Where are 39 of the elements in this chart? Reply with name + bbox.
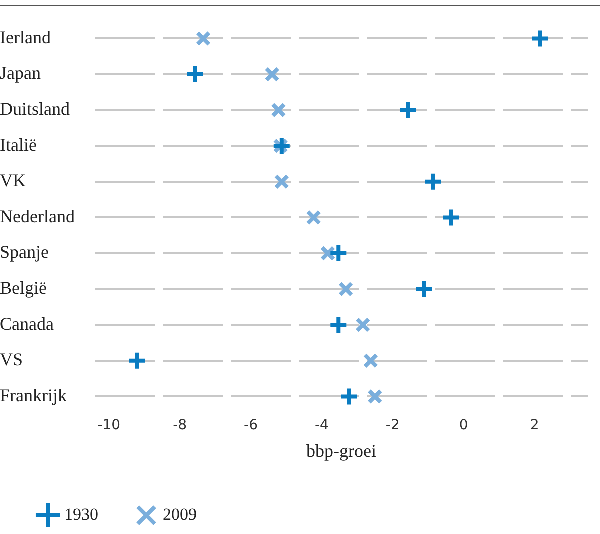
point <box>306 210 322 226</box>
y-tick-label: Japan <box>0 63 41 84</box>
point <box>264 66 280 82</box>
point <box>355 317 371 333</box>
point <box>414 279 434 300</box>
y-tick-label: België <box>0 278 47 298</box>
point <box>328 315 349 336</box>
point <box>271 102 286 118</box>
point <box>127 350 148 371</box>
x-tick-label: 2 <box>530 418 540 434</box>
y-tick-label: Frankrijk <box>0 385 67 406</box>
y-tick-label: Canada <box>0 314 54 334</box>
y-tick-label: Nederland <box>0 206 75 226</box>
x-tick-label: 0 <box>459 418 468 434</box>
y-tick-label: VK <box>0 170 26 191</box>
y-tick-label: VS <box>0 350 24 370</box>
legend-label: 1930 <box>64 504 98 524</box>
point <box>363 353 379 369</box>
point <box>196 31 212 46</box>
x-tick-label: -2 <box>386 418 400 434</box>
point <box>368 389 383 404</box>
y-tick-label: Spanje <box>0 242 49 262</box>
point <box>339 386 360 407</box>
legend-label: 2009 <box>163 504 197 524</box>
point <box>441 208 462 228</box>
x-tick-label: -10 <box>98 418 121 434</box>
x-axis-title: bbp-groei <box>306 440 376 461</box>
point <box>274 174 290 190</box>
point <box>398 100 418 120</box>
y-tick-label: Italië <box>0 134 37 155</box>
x-tick-label: -8 <box>173 418 188 434</box>
point <box>338 282 354 297</box>
x-tick-label: -4 <box>314 418 330 434</box>
point <box>272 136 292 156</box>
point <box>328 244 349 264</box>
x-tick-label: -6 <box>244 418 258 434</box>
y-tick-label: Duitsland <box>0 99 70 120</box>
y-tick-label: Ierland <box>0 27 51 48</box>
point <box>530 28 550 49</box>
